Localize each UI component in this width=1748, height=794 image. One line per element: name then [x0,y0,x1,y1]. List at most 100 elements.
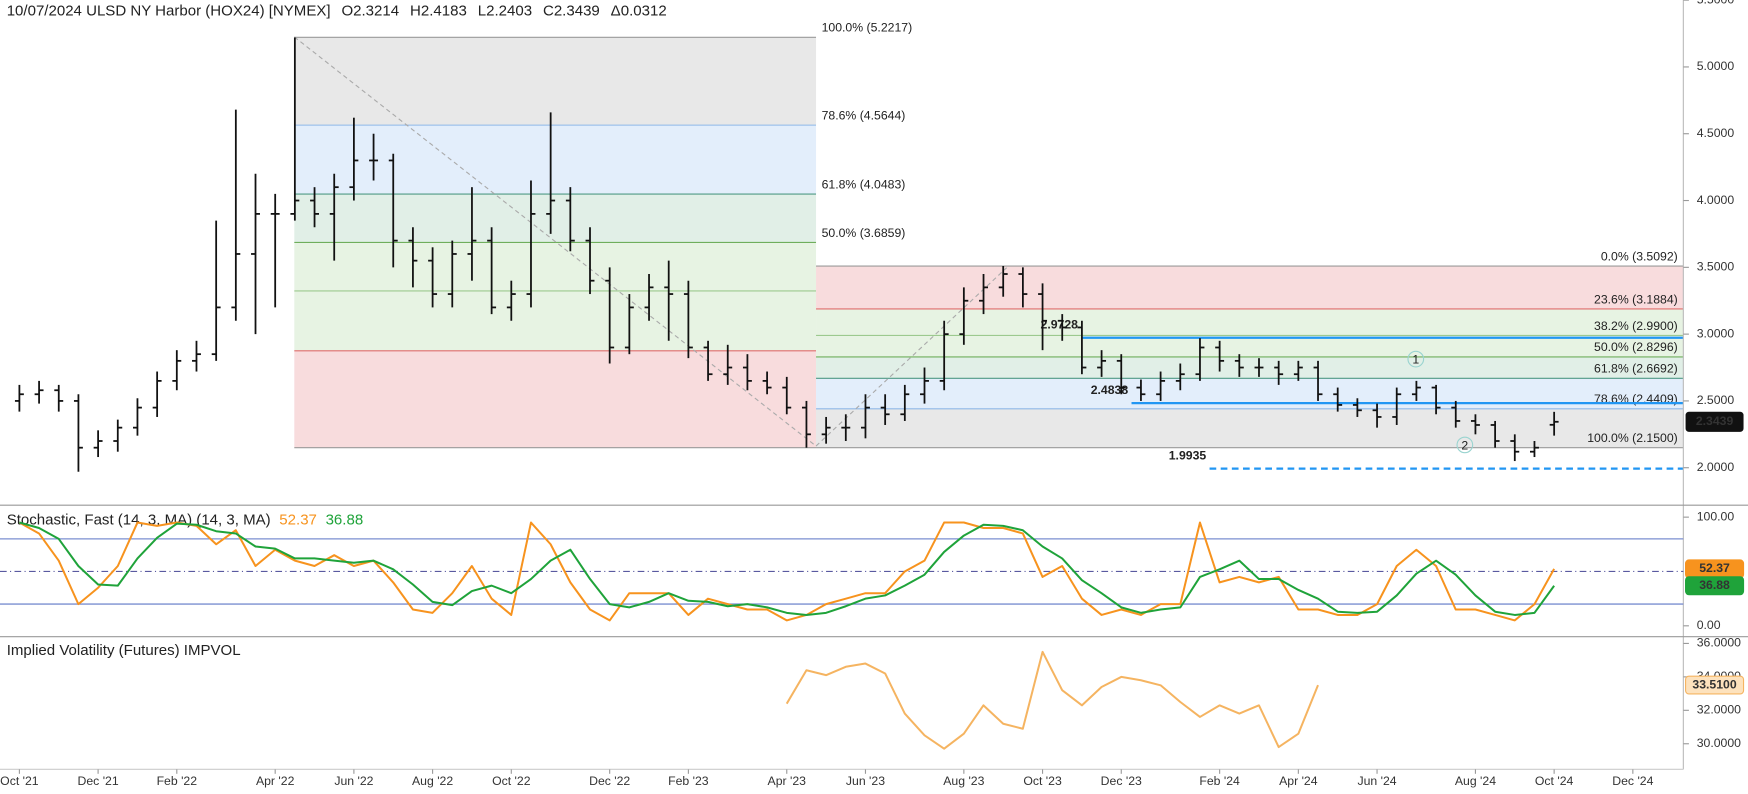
y-tick-label: 5.0000 [1697,59,1735,73]
x-tick-label: Apr '23 [768,774,807,788]
ohlc-bar [369,133,379,181]
fib-zone [294,37,817,126]
fib-label: 61.8% (2.6692) [1594,362,1678,376]
y-tick-label: 0.00 [1697,618,1721,632]
marks [14,37,1559,472]
ohlc-bar [1274,360,1284,385]
ohlc-bar [251,173,260,335]
y-tick-label: 5.5000 [1697,0,1735,6]
ohlc-bar [1490,420,1500,448]
ohlc-bar [1136,379,1146,401]
x-tick-label: Aug '22 [412,774,453,788]
ohlc-bar [54,384,64,412]
ohlc-bar [1077,320,1087,375]
fib-label: 0.0% (3.5092) [1601,249,1678,263]
value-badge [1685,675,1745,695]
fib-zone [294,125,817,195]
ohlc-bar [487,227,497,315]
low-value: 2.2403 [486,2,532,19]
fib-zone [294,290,817,351]
ohlc-bar [506,280,516,321]
wave-circle [1407,350,1425,368]
ohlc-bar [231,109,241,321]
x-tick-label: Apr '22 [256,774,295,788]
y-tick-label: 32.0000 [1697,703,1741,717]
fib-zone [816,335,1684,357]
y-tick-label: 2.5000 [1697,393,1735,407]
ohlc-label: L [478,2,486,19]
ohlc-bar [132,398,142,436]
y-tick-label: 2.0000 [1697,460,1735,474]
fib-zone [816,308,1684,336]
ohlc-bar [841,414,851,442]
zones: 100.0% (5.2217) 78.6% (4.5644) 61.8% (4.04… [294,21,1684,449]
ohlc-bar [1549,411,1559,436]
ohlc-bar [1451,400,1461,428]
ohlc-bar [605,267,615,364]
stochastic-title: Stochastic, Fast (14, 3, MA) (14, 3, MA) [7,512,271,529]
fib-zone [294,350,817,448]
ohlc-bar [801,400,811,448]
ohlc-bar [14,384,24,412]
ohlc-bar [624,294,634,355]
x-tick-label: Jun '23 [846,774,885,788]
ohlc-bar [742,354,752,391]
ohlc-bar [565,187,575,252]
fib-label: 38.2% (2.9900) [1594,319,1678,333]
value-badge-label: 33.5100 [1692,677,1736,691]
ohlc-bar [152,371,162,417]
x-tick-label: Aug '23 [943,774,984,788]
series-line [785,650,1319,750]
y-tick-label: 4.5000 [1697,126,1735,140]
ohlc-bar [172,350,182,391]
ohlc-label: O [341,2,353,19]
x-tick-label: Feb '23 [668,774,709,788]
close-value: 2.3439 [554,2,600,19]
overlays: 2.9728 2.4838 1.9935 1 2 [293,36,1684,470]
price-badge-label: 2.3439 [1696,414,1734,428]
value-badge-label: 52.37 [1699,561,1730,575]
ohlc-bar [1411,380,1421,401]
ohlc-bar [1392,387,1402,425]
x-tick-label: Jun '24 [1357,774,1396,788]
ohlc-bar [467,187,477,281]
ohlc-bar [329,173,339,261]
ohlc-bar [34,380,44,404]
ohlc-bar [93,430,103,458]
ohlc-bar [762,371,772,395]
ohlc-bar [585,227,595,295]
ohlc-bar [388,153,398,268]
high-value: 2.4183 [421,2,467,19]
ohlc-bar [1470,414,1480,435]
x-tick-label: Oct '21 [0,774,39,788]
series-line [19,521,1555,616]
fib-zone [816,408,1684,448]
ohlc-bar [310,187,319,228]
stochastic-header: Stochastic, Fast (14, 3, MA) (14, 3, MA)… [7,512,364,529]
ohlc-bar [644,274,654,321]
fib-label: 100.0% (5.2217) [822,21,913,35]
x-tick-label: Apr '24 [1279,774,1318,788]
x-tick-label: Dec '23 [1101,774,1142,788]
x-tick-label: Dec '22 [589,774,630,788]
x-tick-label: Dec '24 [1612,774,1653,788]
ohlc-bar [1254,358,1264,377]
value-badge-label: 36.88 [1699,578,1730,592]
ohlc-bar [959,287,969,345]
fib-label: 61.8% (4.0483) [822,177,906,191]
ohlc-bar [683,280,693,359]
ohlc-bar [861,394,870,439]
fib-label: 23.6% (3.1884) [1594,292,1678,306]
ohlc-bar [349,117,359,201]
iv-header: Implied Volatility (Futures) IMPVOL [7,642,241,659]
ohlc-bar [723,344,733,385]
d-last-value: 36.88 [326,512,364,529]
x-tick-label: Oct '22 [492,774,531,788]
ohlc-bar [821,416,831,444]
ohlc-bar [1195,338,1205,381]
x-tick-label: Aug '24 [1455,774,1496,788]
x-tick-label: Feb '24 [1199,774,1240,788]
open-value: 2.3214 [353,2,399,19]
